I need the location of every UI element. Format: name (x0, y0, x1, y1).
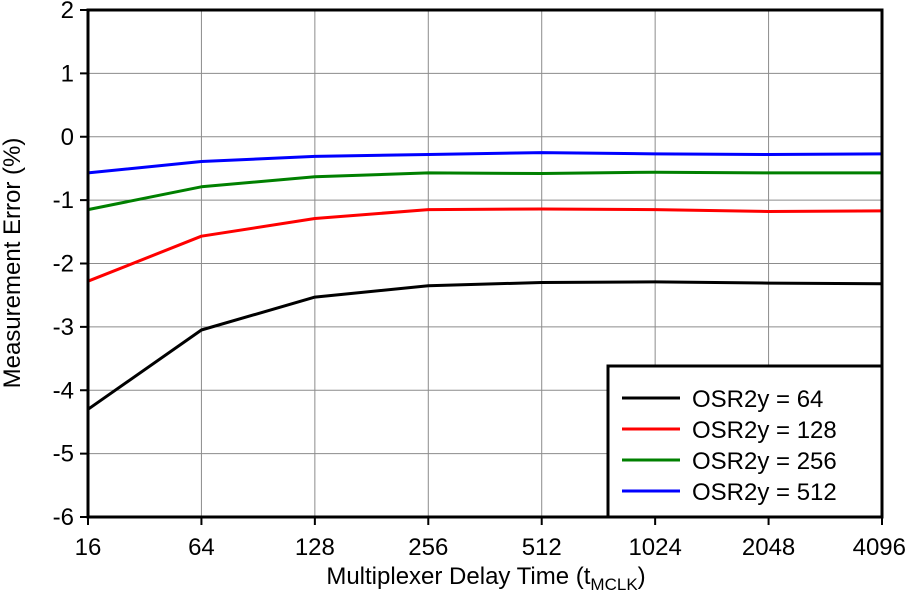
y-tick-label: -1 (53, 187, 74, 214)
x-axis-title: Multiplexer Delay Time (tMCLK) (326, 563, 645, 590)
x-tick-label: 2048 (742, 534, 795, 561)
x-tick-label: 4096 (853, 534, 906, 561)
legend-label: OSR2y = 256 (692, 448, 837, 475)
legend: OSR2y = 64 OSR2y = 128 OSR2y = 256 OSR2y = … (606, 364, 884, 519)
legend-label: OSR2y = 64 (692, 386, 823, 413)
legend-label: OSR2y = 128 (692, 417, 837, 444)
y-tick-label: 2 (61, 0, 74, 24)
x-tick-label: 128 (295, 534, 335, 561)
x-tick-label: 1024 (628, 534, 681, 561)
y-tick-label: -3 (53, 314, 74, 341)
legend-label: OSR2y = 512 (692, 479, 837, 506)
y-tick-labels: 2 1 0 -1 -2 -3 -4 -5 -6 (53, 0, 88, 531)
series-line (87, 280, 883, 411)
x-tick-label: 512 (522, 534, 562, 561)
series-lines (87, 151, 883, 411)
x-axis-title-main: Multiplexer Delay Time (t (326, 563, 590, 590)
y-tick-label: -5 (53, 441, 74, 468)
y-tick-label: 1 (61, 60, 74, 87)
series-line (87, 170, 882, 212)
y-tick-label: 0 (61, 124, 74, 151)
x-tick-labels: 16 64 128 256 512 1024 2048 4096 (75, 517, 906, 561)
y-tick-label: -4 (53, 377, 74, 404)
series-line (87, 207, 883, 283)
y-tick-label: -6 (53, 504, 74, 531)
y-axis-title: Measurement Error (%) (0, 138, 26, 389)
x-axis-title-subscript: MCLK (590, 575, 638, 590)
x-tick-label: 256 (408, 534, 448, 561)
x-tick-label: 64 (188, 534, 215, 561)
series-line (87, 151, 883, 175)
x-tick-label: 16 (75, 534, 102, 561)
x-axis-title-end: ) (638, 563, 646, 590)
y-tick-label: -2 (53, 251, 74, 278)
